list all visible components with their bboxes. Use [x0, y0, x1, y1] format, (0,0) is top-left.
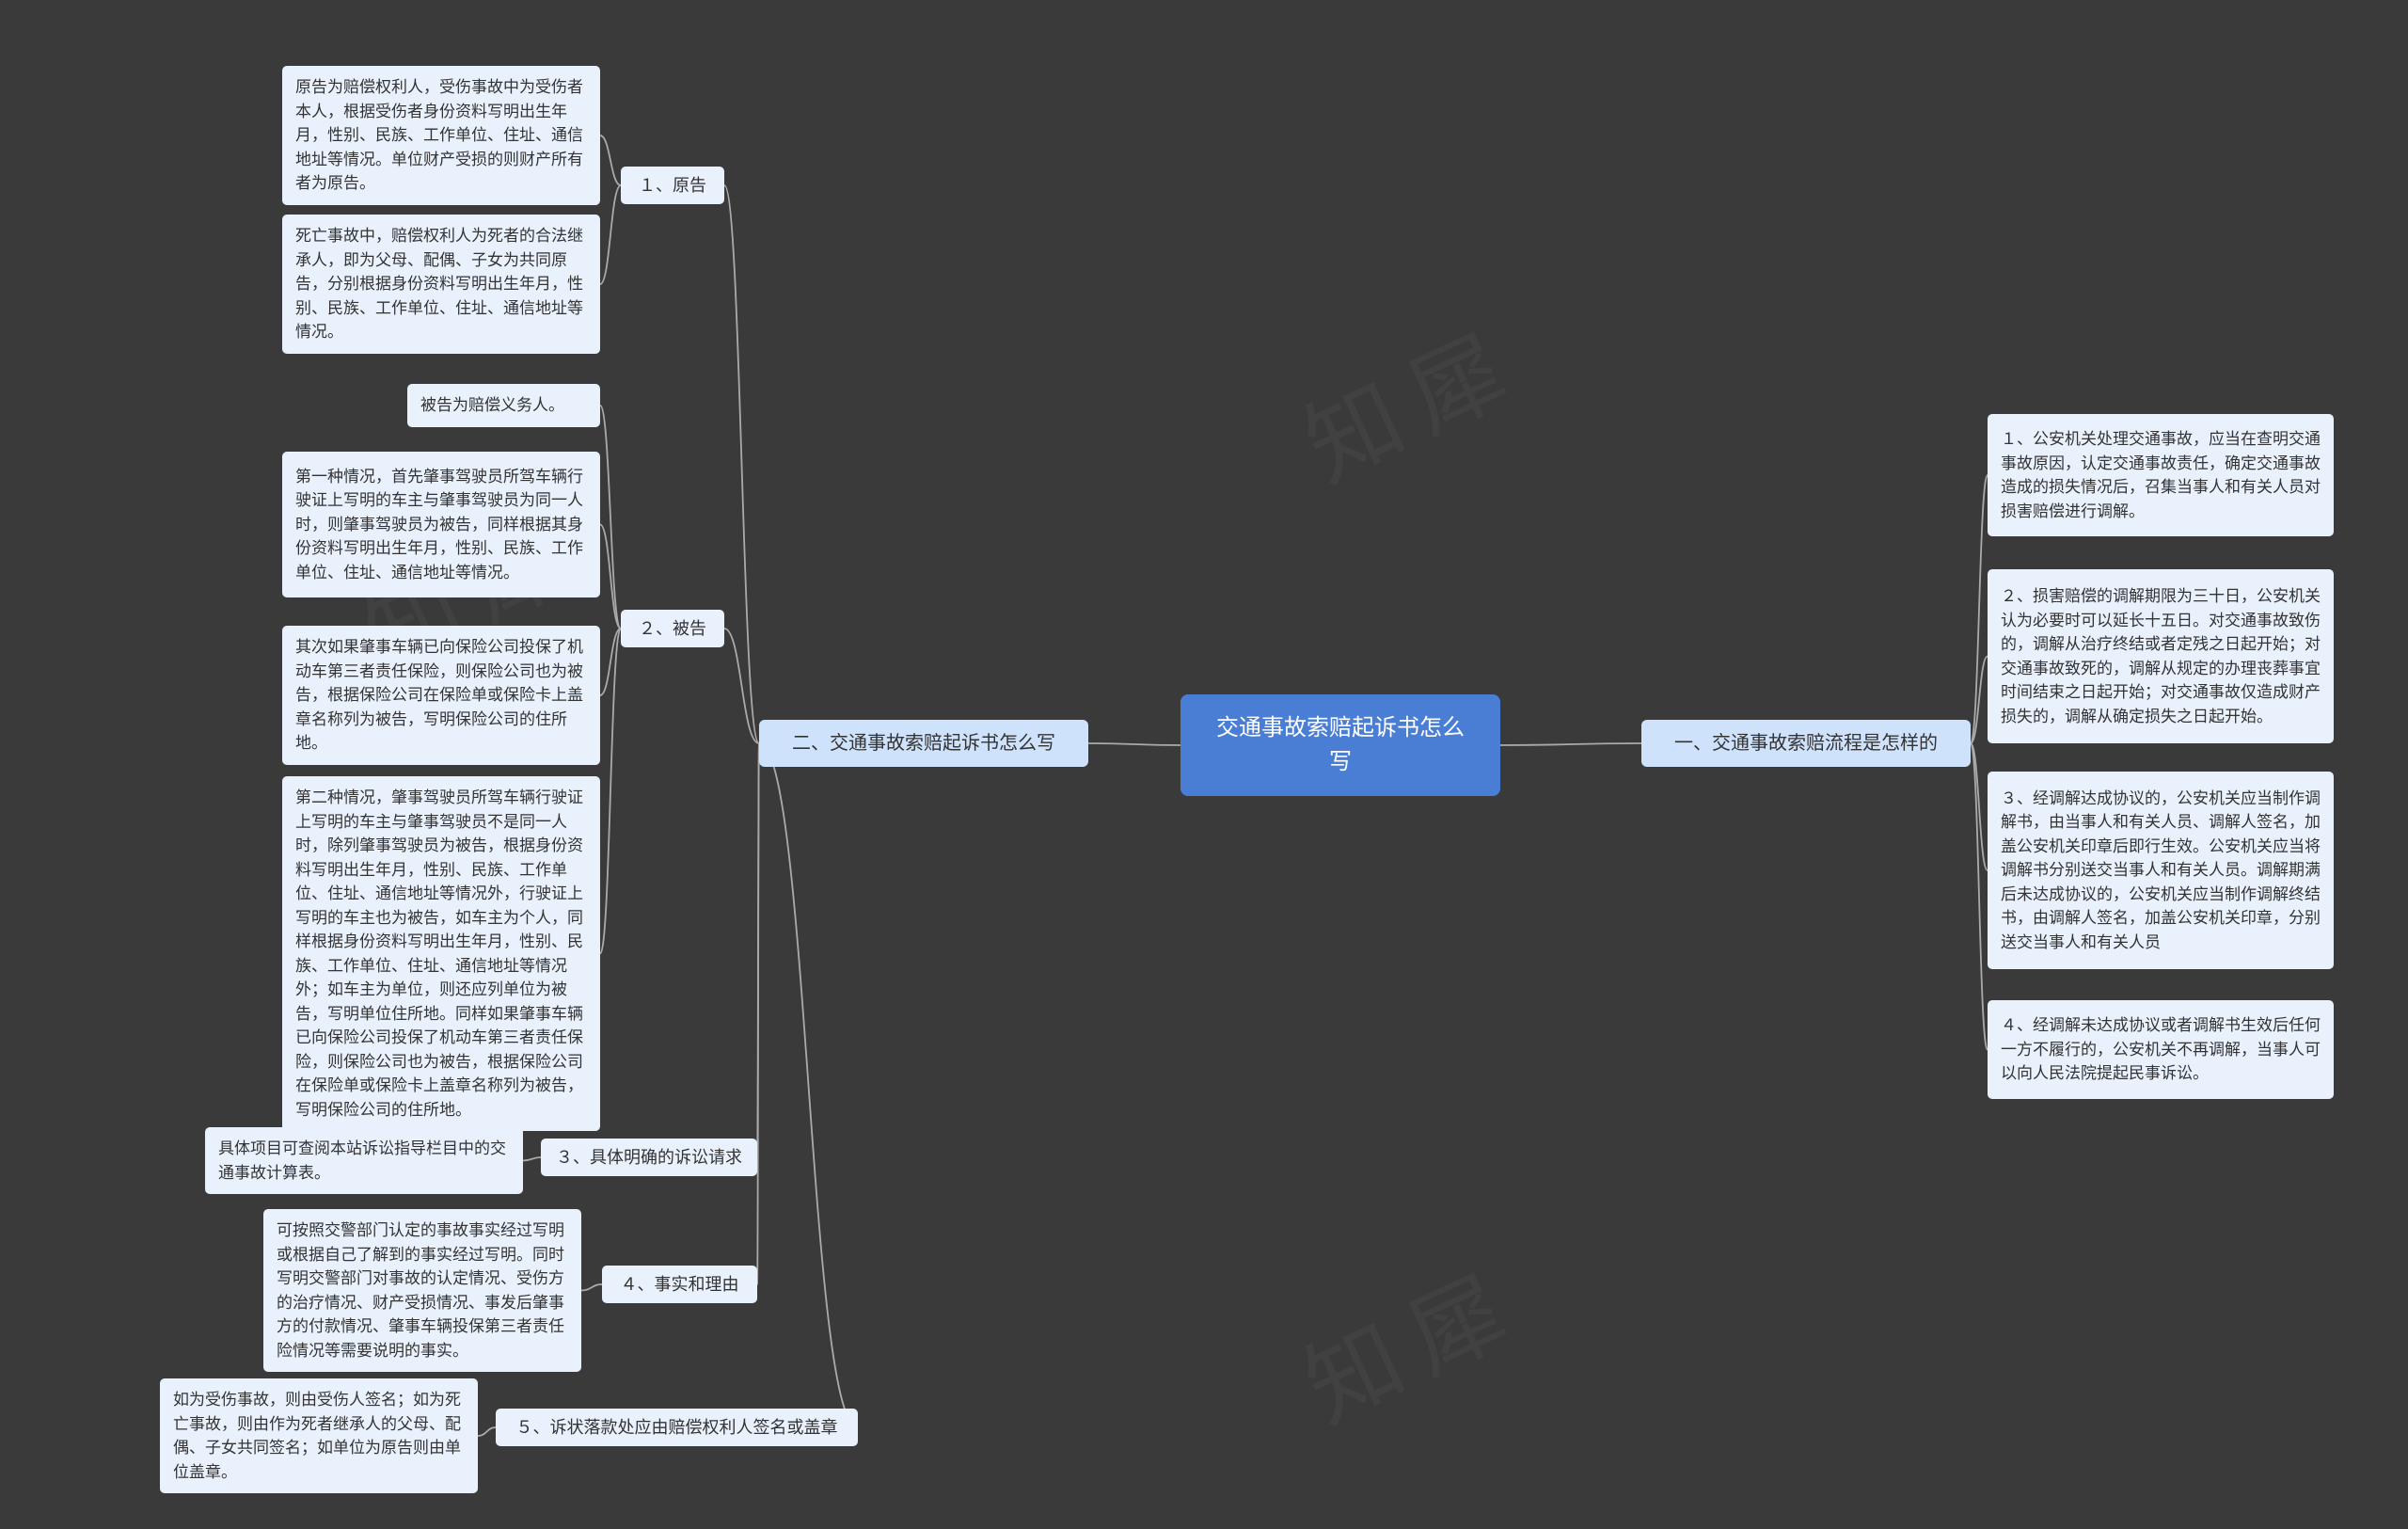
node-text: 一、交通事故索赔流程是怎样的	[1674, 729, 1938, 757]
node-text: 二、交通事故索赔起诉书怎么写	[792, 729, 1055, 757]
node-l2_2c[interactable]: 其次如果肇事车辆已向保险公司投保了机动车第三者责任保险，则保险公司也为被告，根据…	[282, 626, 600, 765]
node-text: ２、被告	[639, 616, 706, 642]
connector	[757, 743, 759, 1284]
node-l2[interactable]: 二、交通事故索赔起诉书怎么写	[759, 720, 1088, 767]
node-l2_2[interactable]: ２、被告	[621, 610, 724, 647]
connector	[1971, 743, 1988, 1050]
node-text: １、公安机关处理交通事故，应当在查明交通事故原因，认定交通事故责任，确定交通事故…	[2001, 427, 2321, 523]
node-text: １、原告	[639, 173, 706, 199]
connector	[1500, 743, 1641, 745]
connector	[600, 629, 621, 954]
connector	[600, 135, 621, 185]
connector	[600, 525, 621, 629]
node-l2_1[interactable]: １、原告	[621, 167, 724, 204]
node-l2_2d[interactable]: 第二种情况，肇事驾驶员所驾车辆行驶证上写明的车主与肇事驾驶员不是同一人时，除列肇…	[282, 776, 600, 1131]
connector	[757, 743, 759, 1157]
node-r1a[interactable]: １、公安机关处理交通事故，应当在查明交通事故原因，认定交通事故责任，确定交通事故…	[1988, 414, 2334, 536]
connector	[523, 1157, 541, 1161]
node-l2_3a[interactable]: 具体项目可查阅本站诉讼指导栏目中的交通事故计算表。	[205, 1127, 523, 1194]
node-text: 第一种情况，首先肇事驾驶员所驾车辆行驶证上写明的车主与肇事驾驶员为同一人时，则肇…	[295, 465, 587, 585]
node-text: 如为受伤事故，则由受伤人签名；如为死亡事故，则由作为死者继承人的父母、配偶、子女…	[173, 1388, 465, 1484]
connector	[600, 185, 621, 284]
watermark: 知犀	[1280, 1229, 1543, 1448]
node-text: ２、损害赔偿的调解期限为三十日，公安机关认为必要时可以延长十五日。对交通事故致伤…	[2001, 584, 2321, 728]
node-text: ３、具体明确的诉讼请求	[556, 1145, 742, 1171]
node-text: ３、经调解达成协议的，公安机关应当制作调解书，由当事人和有关人员、调解人签名，加…	[2001, 787, 2321, 955]
mindmap-canvas: 知犀知犀知犀交通事故索赔起诉书怎么 写一、交通事故索赔流程是怎样的１、公安机关处…	[0, 0, 2408, 1529]
node-l2_3[interactable]: ３、具体明确的诉讼请求	[541, 1139, 757, 1176]
connector	[478, 1427, 496, 1436]
connector	[581, 1284, 602, 1291]
connector	[1971, 657, 1988, 744]
connector	[1971, 475, 1988, 743]
node-l2_2a[interactable]: 被告为赔偿义务人。	[407, 384, 600, 427]
node-text: ４、事实和理由	[621, 1272, 739, 1298]
node-r1c[interactable]: ３、经调解达成协议的，公安机关应当制作调解书，由当事人和有关人员、调解人签名，加…	[1988, 772, 2334, 969]
node-l2_5[interactable]: ５、诉状落款处应由赔偿权利人签名或盖章	[496, 1409, 858, 1446]
node-r1[interactable]: 一、交通事故索赔流程是怎样的	[1641, 720, 1971, 767]
connector	[724, 629, 759, 743]
node-text: 原告为赔偿权利人，受伤事故中为受伤者本人，根据受伤者身份资料写明出生年月，性别、…	[295, 75, 587, 196]
node-text: 具体项目可查阅本站诉讼指导栏目中的交通事故计算表。	[218, 1137, 510, 1185]
node-r1d[interactable]: ４、经调解未达成协议或者调解书生效后任何一方不履行的，公安机关不再调解，当事人可…	[1988, 1000, 2334, 1099]
node-text: 死亡事故中，赔偿权利人为死者的合法继承人，即为父母、配偶、子女为共同原告，分别根…	[295, 224, 587, 344]
node-r1b[interactable]: ２、损害赔偿的调解期限为三十日，公安机关认为必要时可以延长十五日。对交通事故致伤…	[1988, 569, 2334, 743]
node-text: ５、诉状落款处应由赔偿权利人签名或盖章	[516, 1415, 838, 1441]
node-root[interactable]: 交通事故索赔起诉书怎么 写	[1180, 694, 1500, 796]
node-l2_5a[interactable]: 如为受伤事故，则由受伤人签名；如为死亡事故，则由作为死者继承人的父母、配偶、子女…	[160, 1378, 478, 1493]
connector	[1088, 743, 1180, 745]
node-text: 可按照交警部门认定的事故事实经过写明或根据自己了解到的事实经过写明。同时写明交警…	[277, 1218, 568, 1362]
node-l2_4a[interactable]: 可按照交警部门认定的事故事实经过写明或根据自己了解到的事实经过写明。同时写明交警…	[263, 1209, 581, 1372]
connector	[600, 406, 621, 629]
connector	[724, 185, 759, 743]
node-l2_1a[interactable]: 原告为赔偿权利人，受伤事故中为受伤者本人，根据受伤者身份资料写明出生年月，性别、…	[282, 66, 600, 205]
node-text: 交通事故索赔起诉书怎么 写	[1216, 711, 1465, 779]
watermark: 知犀	[1280, 288, 1543, 507]
node-l2_4[interactable]: ４、事实和理由	[602, 1266, 757, 1303]
node-text: 被告为赔偿义务人。	[420, 393, 564, 418]
node-l2_1b[interactable]: 死亡事故中，赔偿权利人为死者的合法继承人，即为父母、配偶、子女为共同原告，分别根…	[282, 215, 600, 354]
connector	[759, 743, 858, 1427]
node-text: 第二种情况，肇事驾驶员所驾车辆行驶证上写明的车主与肇事驾驶员不是同一人时，除列肇…	[295, 786, 587, 1122]
node-text: 其次如果肇事车辆已向保险公司投保了机动车第三者责任保险，则保险公司也为被告，根据…	[295, 635, 587, 756]
node-text: ４、经调解未达成协议或者调解书生效后任何一方不履行的，公安机关不再调解，当事人可…	[2001, 1013, 2321, 1086]
connector	[1971, 743, 1988, 870]
connector	[600, 629, 621, 695]
node-l2_2b[interactable]: 第一种情况，首先肇事驾驶员所驾车辆行驶证上写明的车主与肇事驾驶员为同一人时，则肇…	[282, 452, 600, 597]
